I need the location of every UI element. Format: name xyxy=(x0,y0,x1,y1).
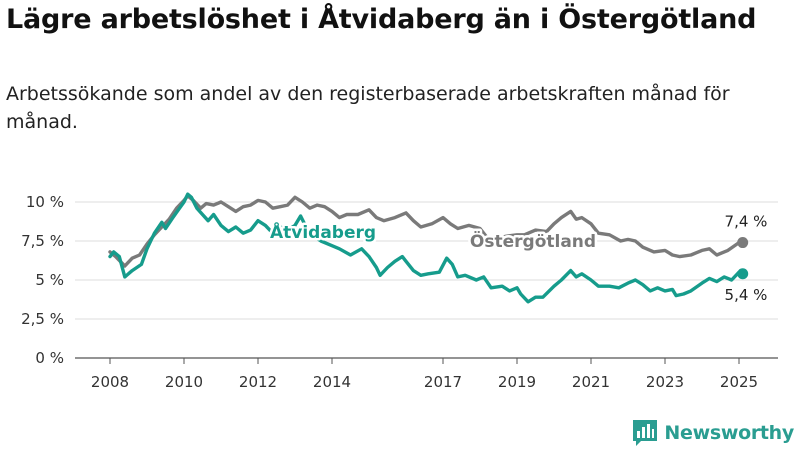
chart-subtitle: Arbetssökande som andel av den registerb… xyxy=(6,83,730,133)
chart-title: Lägre arbetslöshet i Åtvidaberg än i Öst… xyxy=(6,4,757,35)
series-line-ostergotland xyxy=(108,194,745,268)
x-tick-label: 2019 xyxy=(498,373,536,391)
y-tick-label: 7,5 % xyxy=(21,232,64,250)
brand-name: Newsworthy xyxy=(664,422,794,444)
bar-chart-icon xyxy=(633,420,658,446)
x-tick-label: 2012 xyxy=(239,373,277,391)
x-tick-label: 2014 xyxy=(313,373,351,391)
x-tick-label: 2025 xyxy=(720,373,758,391)
x-tick-label: 2010 xyxy=(165,373,203,391)
series-label-atvidaberg: Åtvidaberg xyxy=(270,220,376,243)
x-tick-label: 2021 xyxy=(572,373,610,391)
newsworthy-logo: Newsworthy xyxy=(633,420,794,446)
end-label-atvidaberg: 5,4 % xyxy=(725,286,768,304)
y-tick-label: 0 % xyxy=(35,349,64,367)
x-tick-label: 2023 xyxy=(646,373,684,391)
y-tick-label: 5 % xyxy=(35,271,64,289)
y-tick-label: 10 % xyxy=(26,193,64,211)
end-point-ostergotland xyxy=(737,237,749,249)
end-point-atvidaberg xyxy=(737,268,749,280)
x-tick-label: 2017 xyxy=(424,373,462,391)
x-tick-label: 2008 xyxy=(91,373,129,391)
y-tick-label: 2,5 % xyxy=(21,310,64,328)
end-label-ostergotland: 7,4 % xyxy=(725,213,768,231)
series-label-ostergotland: Östergötland xyxy=(470,230,596,252)
series-line-atvidaberg xyxy=(108,192,745,304)
